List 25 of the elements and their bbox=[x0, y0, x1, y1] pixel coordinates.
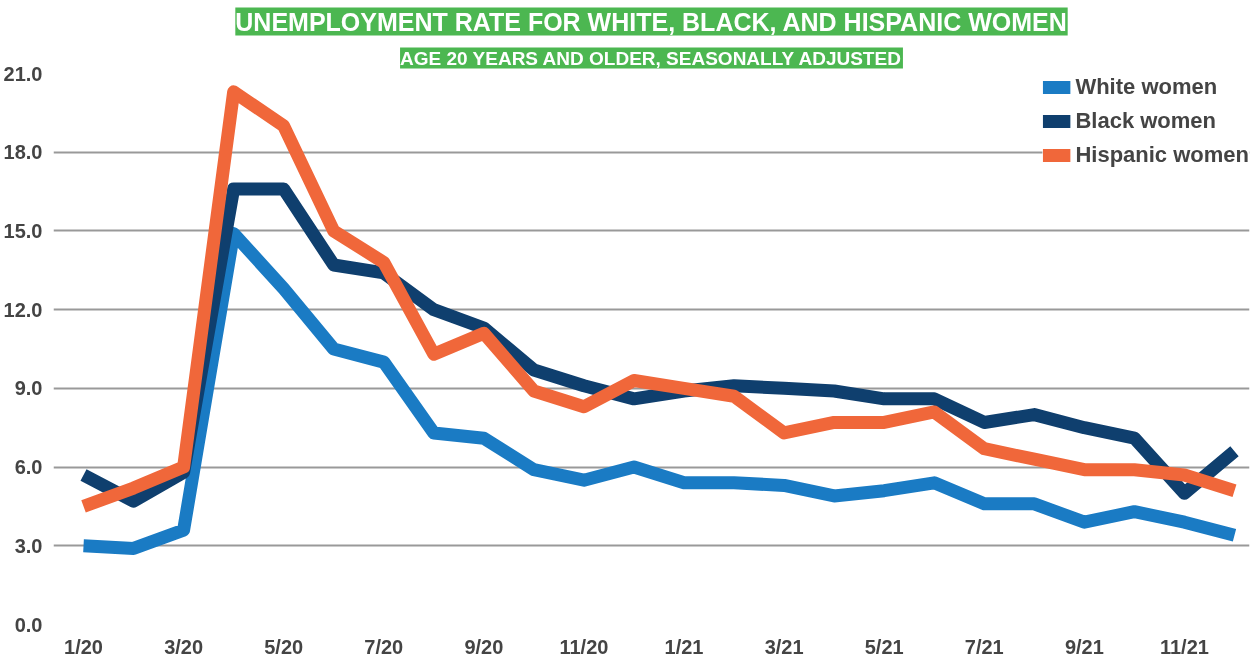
y-tick-label: 21.0 bbox=[3, 62, 43, 85]
x-tick-label: 11/20 bbox=[559, 635, 609, 658]
x-tick-label: 1/20 bbox=[64, 635, 103, 658]
x-tick-label: 3/21 bbox=[764, 635, 804, 658]
x-tick-label: 7/20 bbox=[364, 635, 404, 658]
x-tick-label: 1/21 bbox=[664, 635, 704, 658]
x-tick-label: 9/21 bbox=[1064, 635, 1104, 658]
x-tick-label: 5/20 bbox=[264, 635, 304, 658]
chart-title: UNEMPLOYMENT RATE FOR WHITE, BLACK, AND HISPANIC WOMEN bbox=[235, 7, 1067, 36]
x-tick-label: 5/21 bbox=[864, 635, 904, 658]
y-tick-label: 3.0 bbox=[14, 534, 43, 557]
y-tick-label: 6.0 bbox=[14, 456, 43, 479]
chart-subtitle: AGE 20 YEARS AND OLDER, SEASONALLY ADJUSTED bbox=[400, 47, 901, 69]
y-tick-label: 15.0 bbox=[3, 219, 43, 242]
legend-label: Black women bbox=[1075, 108, 1217, 134]
y-tick-label: 0.0 bbox=[14, 613, 43, 636]
x-tick-label: 11/21 bbox=[1159, 635, 1209, 658]
y-tick-label: 9.0 bbox=[14, 377, 43, 400]
y-tick-label: 18.0 bbox=[3, 141, 43, 164]
legend-label: Hispanic women bbox=[1075, 142, 1249, 168]
y-tick-label: 12.0 bbox=[3, 298, 43, 321]
x-tick-label: 9/20 bbox=[464, 635, 504, 658]
x-tick-label: 7/21 bbox=[964, 635, 1004, 658]
x-tick-label: 3/20 bbox=[164, 635, 204, 658]
legend-label: White women bbox=[1075, 74, 1218, 100]
